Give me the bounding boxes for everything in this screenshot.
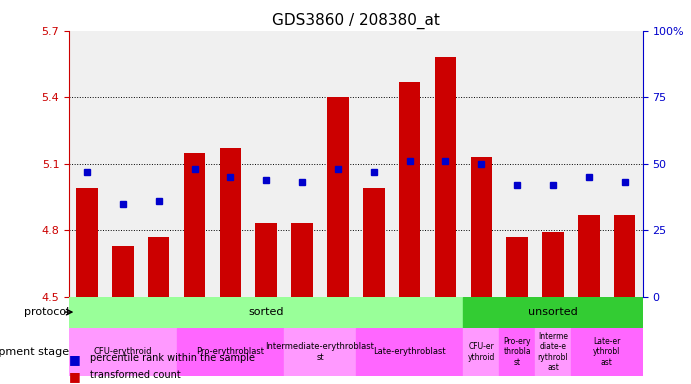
Text: ■: ■ bbox=[69, 353, 81, 366]
Bar bbox=[76, 188, 98, 296]
Text: development stage: development stage bbox=[0, 347, 69, 357]
Bar bbox=[356, 328, 464, 376]
Bar bbox=[69, 328, 177, 376]
Text: Interme
diate-e
rythrobl
ast: Interme diate-e rythrobl ast bbox=[538, 332, 568, 372]
Text: protocol: protocol bbox=[24, 307, 69, 317]
Bar bbox=[535, 328, 571, 376]
Bar bbox=[571, 328, 643, 376]
Bar bbox=[507, 237, 528, 296]
Text: sorted: sorted bbox=[249, 307, 284, 317]
Bar bbox=[148, 237, 169, 296]
Bar bbox=[499, 328, 535, 376]
Bar bbox=[292, 223, 313, 296]
Bar bbox=[464, 328, 499, 376]
Bar bbox=[284, 328, 356, 376]
Bar bbox=[464, 296, 643, 328]
Text: Intermediate-erythroblast
st: Intermediate-erythroblast st bbox=[265, 342, 375, 362]
Text: unsorted: unsorted bbox=[528, 307, 578, 317]
Text: transformed count: transformed count bbox=[90, 370, 180, 380]
Bar bbox=[435, 57, 456, 296]
Text: Pro-ery
throbla
st: Pro-ery throbla st bbox=[503, 337, 531, 367]
Text: Pro-erythroblast: Pro-erythroblast bbox=[196, 348, 265, 356]
Text: CFU-er
ythroid: CFU-er ythroid bbox=[468, 342, 495, 362]
Bar bbox=[220, 148, 241, 296]
Bar bbox=[112, 246, 133, 296]
Text: percentile rank within the sample: percentile rank within the sample bbox=[90, 353, 255, 363]
Bar bbox=[184, 152, 205, 296]
Bar bbox=[256, 223, 277, 296]
Text: CFU-erythroid: CFU-erythroid bbox=[93, 348, 152, 356]
Bar bbox=[327, 97, 349, 296]
Bar bbox=[614, 215, 636, 296]
Bar bbox=[578, 215, 600, 296]
Bar bbox=[69, 296, 464, 328]
Bar bbox=[542, 232, 564, 296]
Text: Late-erythroblast: Late-erythroblast bbox=[373, 348, 446, 356]
Bar bbox=[363, 188, 384, 296]
Text: ■: ■ bbox=[69, 370, 81, 383]
Title: GDS3860 / 208380_at: GDS3860 / 208380_at bbox=[272, 13, 439, 29]
Bar bbox=[399, 82, 420, 296]
Bar bbox=[177, 328, 284, 376]
Text: Late-er
ythrobl
ast: Late-er ythrobl ast bbox=[593, 337, 621, 367]
Bar bbox=[471, 157, 492, 296]
